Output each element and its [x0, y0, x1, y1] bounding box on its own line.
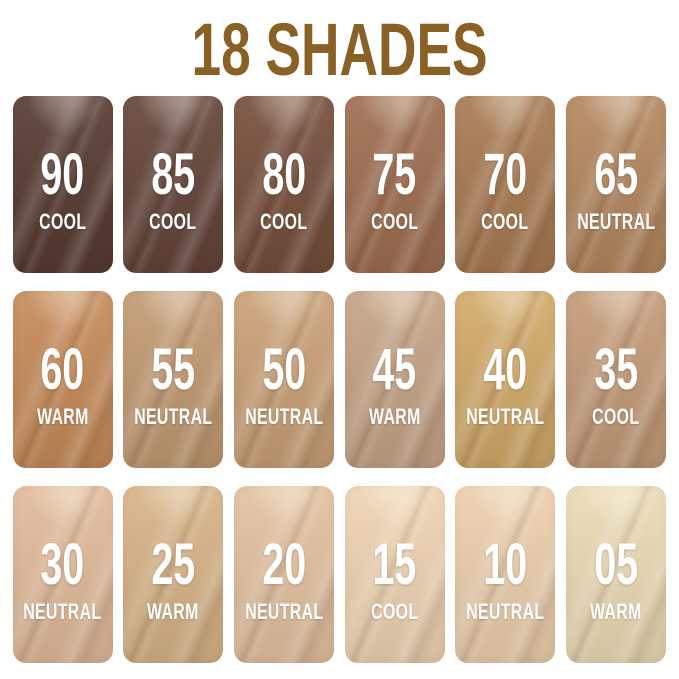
shade-undertone: NEUTRAL — [244, 404, 323, 429]
shade-undertone: WARM — [368, 404, 421, 429]
shade-swatch-25: 25 WARM — [123, 486, 224, 663]
shade-swatch-80: 80 COOL — [233, 96, 334, 273]
shade-undertone: NEUTRAL — [466, 599, 545, 624]
shade-swatch-70: 70 COOL — [455, 96, 556, 273]
shade-swatch-20: 20 NEUTRAL — [233, 486, 334, 663]
shade-undertone: WARM — [36, 404, 89, 429]
shade-number: 55 — [151, 337, 196, 402]
shade-number: 70 — [483, 142, 528, 207]
shade-swatch-65: 65 NEUTRAL — [565, 96, 666, 273]
shade-undertone: COOL — [481, 209, 529, 234]
shade-swatch-40: 40 NEUTRAL — [455, 291, 556, 468]
shade-number: 15 — [372, 532, 417, 597]
shade-swatch-35: 35 COOL — [565, 291, 666, 468]
shade-undertone: COOL — [38, 209, 87, 234]
shade-grid: 90 COOL 85 COOL 80 COOL 75 COOL 70 COOL … — [12, 96, 667, 663]
shade-number: 80 — [261, 142, 306, 207]
shade-swatch-85: 85 COOL — [123, 96, 224, 273]
shade-undertone: COOL — [592, 404, 640, 429]
shade-number: 35 — [593, 337, 638, 402]
shade-number: 05 — [593, 532, 638, 597]
shade-swatch-55: 55 NEUTRAL — [123, 291, 224, 468]
shade-number: 45 — [372, 337, 417, 402]
shade-undertone: NEUTRAL — [466, 404, 545, 429]
shade-undertone: COOL — [370, 209, 419, 234]
shade-swatch-75: 75 COOL — [344, 96, 445, 273]
shade-undertone: COOL — [260, 209, 308, 234]
shade-undertone: WARM — [147, 599, 199, 624]
shade-undertone: COOL — [370, 599, 419, 624]
shade-undertone: WARM — [590, 599, 642, 624]
shade-undertone: NEUTRAL — [576, 209, 656, 234]
shade-undertone: NEUTRAL — [244, 599, 323, 624]
shade-number: 40 — [483, 337, 528, 402]
shade-number: 60 — [40, 337, 85, 402]
shade-number: 30 — [40, 532, 85, 597]
shade-number: 75 — [372, 142, 417, 207]
shade-undertone: NEUTRAL — [134, 404, 213, 429]
shade-swatch-30: 30 NEUTRAL — [12, 486, 113, 663]
shade-swatch-60: 60 WARM — [12, 291, 113, 468]
shade-swatch-10: 10 NEUTRAL — [455, 486, 556, 663]
shade-number: 25 — [151, 532, 196, 597]
shade-swatch-45: 45 WARM — [344, 291, 445, 468]
shade-number: 90 — [40, 142, 85, 207]
page-title: 18 SHADES — [191, 8, 488, 91]
shade-number: 50 — [261, 337, 306, 402]
shade-number: 65 — [593, 142, 638, 207]
shade-number: 85 — [151, 142, 196, 207]
shade-undertone: NEUTRAL — [23, 599, 102, 624]
shade-number: 20 — [261, 532, 306, 597]
shade-swatch-90: 90 COOL — [12, 96, 113, 273]
shade-undertone: COOL — [149, 209, 197, 234]
shade-swatch-50: 50 NEUTRAL — [233, 291, 334, 468]
shade-swatch-15: 15 COOL — [344, 486, 445, 663]
shade-number: 10 — [483, 532, 528, 597]
shade-swatch-05: 05 WARM — [565, 486, 666, 663]
